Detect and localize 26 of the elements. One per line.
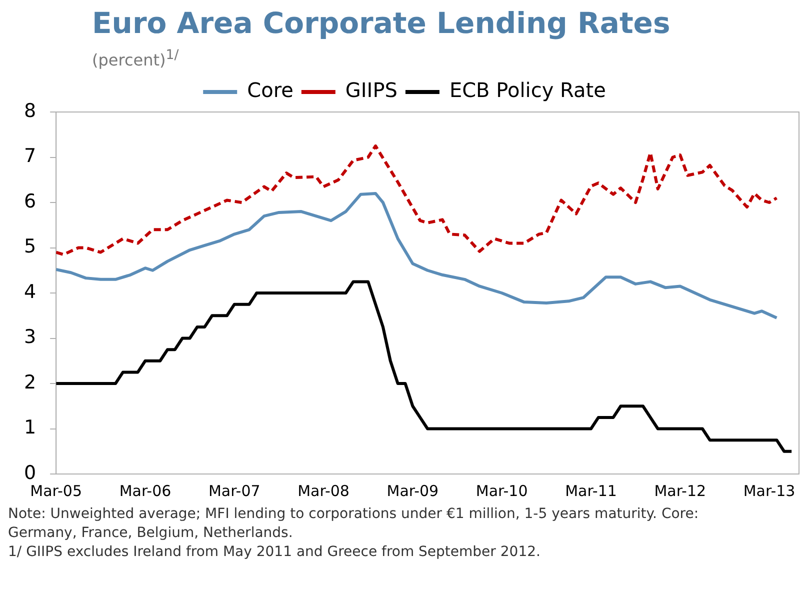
text: 1/ GIIPS excludes Ireland from May 2011 and Greece from September 2012. — [8, 543, 542, 562]
y-tick-label: 0 — [24, 462, 36, 484]
y-tick-label: 7 — [24, 145, 36, 168]
x-tick-label: Mar-05 — [30, 482, 82, 500]
x-tick-label: Mar-08 — [298, 482, 350, 500]
x-tick-label: Mar-10 — [476, 482, 528, 500]
x-tick-label: Mar-12 — [654, 482, 706, 500]
chart-subtitle: (percent)$^{1/}$ — [92, 48, 179, 70]
legend-label: ECB Policy Rate — [449, 78, 606, 102]
text: Note: Unweighted average; MFI lending to corporations under €1 million, 1-5 years maturity. Core: Germany, France, Belgium, Netherlands. — [8, 505, 700, 543]
x-tick-label: Mar-13 — [743, 482, 796, 500]
chart-title: Euro Area Corporate Lending Rates — [92, 6, 670, 40]
y-tick-label: 4 — [24, 280, 36, 303]
x-tick-label: Mar-06 — [119, 482, 172, 500]
y-tick-label: 2 — [24, 371, 36, 394]
legend-label: Core — [247, 78, 294, 102]
y-tick-label: 1 — [24, 416, 36, 439]
x-tick-label: Mar-11 — [565, 482, 617, 500]
x-tick-label: Mar-09 — [386, 482, 439, 500]
x-tick-label: Mar-07 — [208, 482, 260, 500]
y-tick-label: 8 — [24, 100, 36, 122]
y-tick-label: 3 — [24, 326, 36, 348]
y-tick-label: 6 — [24, 190, 36, 212]
y-tick-label: 5 — [24, 236, 36, 258]
line-series — [56, 144, 778, 256]
legend-label: GIIPS — [345, 78, 398, 102]
